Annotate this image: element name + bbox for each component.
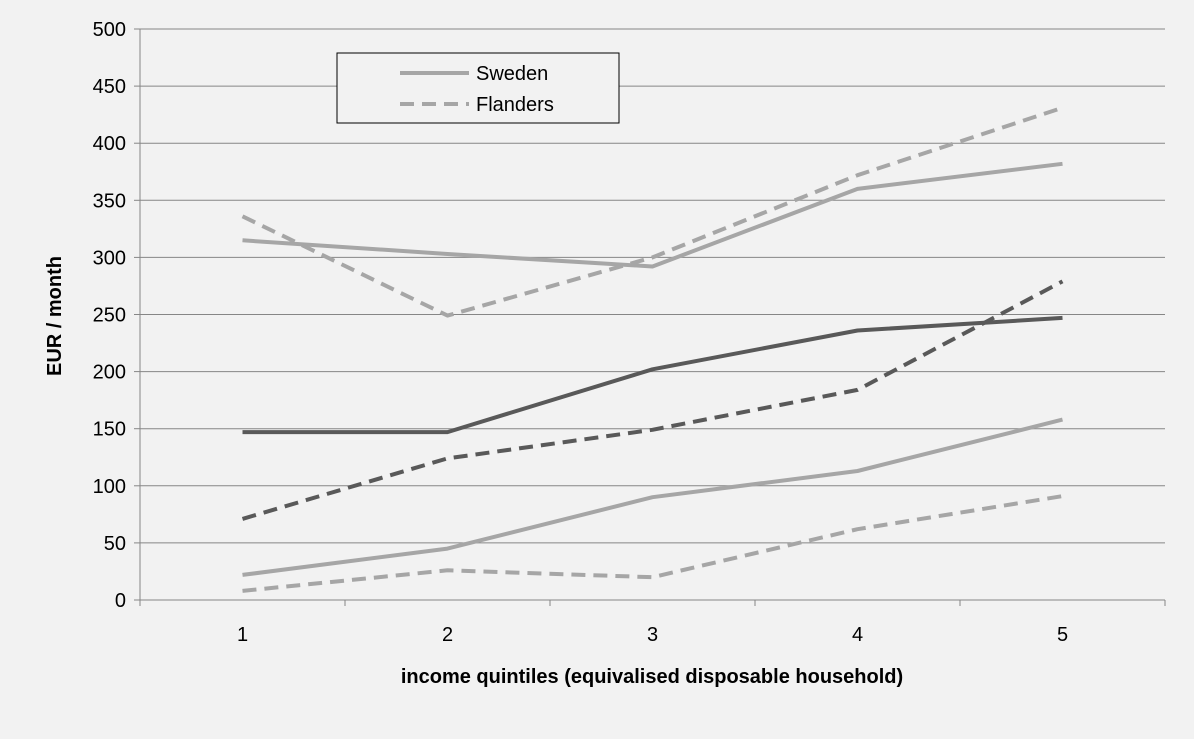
- series-line-5: [242, 417, 1063, 577]
- y-tick-label: 350: [93, 190, 126, 212]
- legend-box: [336, 52, 620, 124]
- x-tick-label: 1: [237, 624, 248, 646]
- x-axis-title: income quintiles (equivalised disposable…: [401, 666, 903, 688]
- x-tick-label: 4: [852, 624, 863, 646]
- tick-labels: 0 50 100 150 200 250 300 350 400 450 500 1 2 3 4 5: [93, 19, 1068, 646]
- series-line-6: [242, 494, 1063, 593]
- x-tick-label: 3: [647, 624, 658, 646]
- x-tick-label: 2: [442, 624, 453, 646]
- y-tick-label: 400: [93, 133, 126, 155]
- series-line-2: [241, 105, 1064, 318]
- y-tick-label: 150: [93, 419, 126, 441]
- x-tick-label: 5: [1057, 624, 1068, 646]
- series-line-3: [242, 315, 1063, 435]
- y-tick-label: 300: [93, 247, 126, 269]
- y-tick-label: 500: [93, 19, 126, 41]
- y-axis-title: EUR / month: [44, 256, 66, 376]
- legend: Sweden Flanders: [336, 52, 620, 124]
- legend-label-sweden: Sweden: [476, 63, 548, 85]
- axes: [134, 28, 1166, 606]
- series-line-1: [242, 161, 1063, 269]
- y-tick-label: 50: [104, 533, 126, 555]
- y-tick-label: 200: [93, 362, 126, 384]
- series-line-4: [241, 279, 1064, 521]
- y-tick-label: 250: [93, 305, 126, 327]
- y-tick-label: 0: [115, 590, 126, 612]
- y-tick-label: 450: [93, 76, 126, 98]
- series-lines: [241, 105, 1064, 593]
- legend-label-flanders: Flanders: [476, 94, 554, 116]
- y-tick-label: 100: [93, 476, 126, 498]
